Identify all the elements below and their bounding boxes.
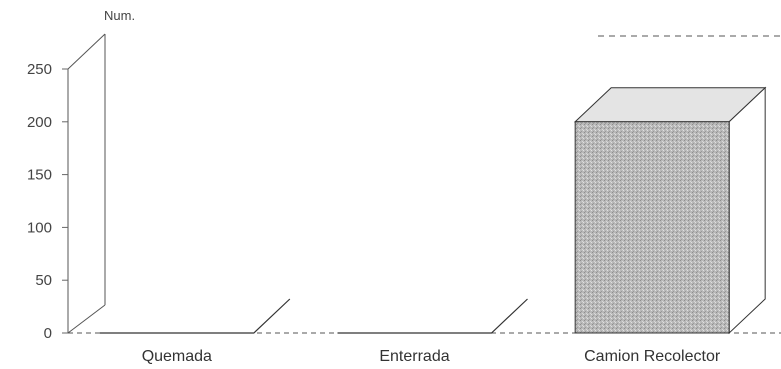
y-axis-top-depth — [67, 33, 106, 70]
category-label-2: Camion Recolector — [584, 348, 721, 365]
bar-2 — [573, 86, 767, 335]
y-tick-label-4: 200 — [27, 114, 52, 131]
category-labels: Quemada Enterrada Camion Recolector — [142, 348, 721, 365]
bar-front-face — [574, 121, 730, 334]
bars — [99, 86, 767, 335]
y-tick-label-2: 100 — [27, 219, 52, 236]
y-ticks: 0 50 100 150 200 250 — [27, 61, 68, 342]
bar-0 — [99, 298, 291, 334]
category-label-0: Quemada — [142, 348, 212, 365]
x-axis-floor-depth — [67, 304, 106, 334]
bar-1 — [337, 298, 528, 334]
bar-side-face — [728, 86, 766, 335]
bar-base — [99, 298, 291, 334]
y-tick-label-0: 0 — [44, 325, 52, 342]
y-tick-label-3: 150 — [27, 167, 52, 184]
y-tick-label-1: 50 — [35, 272, 52, 289]
bar-base — [337, 298, 528, 334]
y-tick-label-5: 250 — [27, 61, 52, 78]
y-axis-label: Num. — [104, 8, 135, 23]
category-label-1: Enterrada — [379, 348, 449, 365]
